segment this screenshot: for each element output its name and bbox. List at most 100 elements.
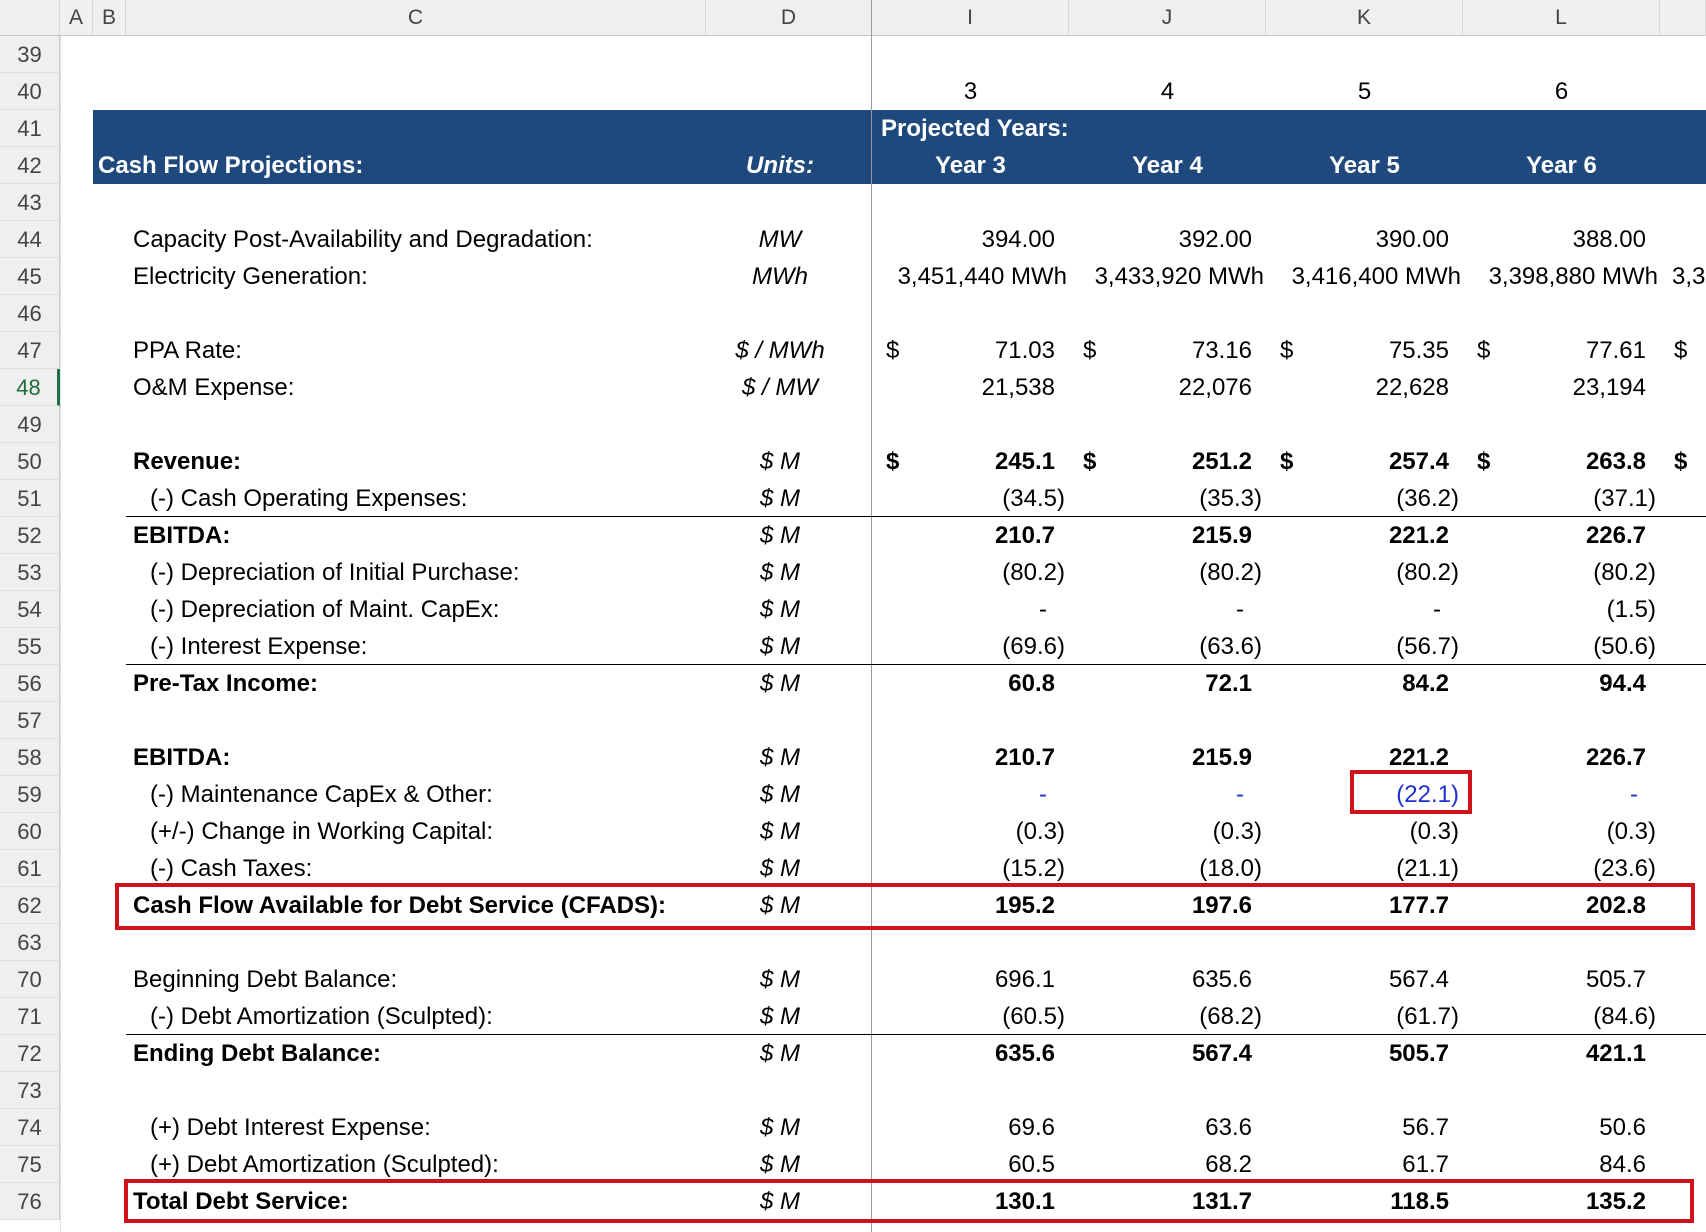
units-cell[interactable]: $ M xyxy=(759,522,800,549)
column-header-k[interactable]: K xyxy=(1266,0,1463,36)
row-label[interactable]: Cash Flow Available for Debt Service (CF… xyxy=(133,892,667,919)
period-number[interactable]: 3 xyxy=(963,78,978,105)
value-cell[interactable]: (0.3) xyxy=(1212,818,1262,845)
value-cell[interactable]: 567.4 xyxy=(1388,966,1449,993)
value-cell[interactable]: - xyxy=(1433,596,1441,623)
row-label[interactable]: (-) Cash Taxes: xyxy=(150,855,313,882)
value-cell[interactable]: (0.3) xyxy=(1015,818,1065,845)
value-cell[interactable]: 21,538 xyxy=(981,374,1055,401)
value-cell[interactable]: - xyxy=(1630,781,1638,808)
value-cell[interactable]: 202.8 xyxy=(1585,892,1646,919)
value-cell[interactable]: - xyxy=(1236,781,1244,808)
units-cell[interactable]: MW xyxy=(758,226,802,253)
value-cell[interactable]: (36.2) xyxy=(1396,485,1459,512)
row-header[interactable]: 39 xyxy=(0,36,60,73)
column-header-i[interactable]: I xyxy=(872,0,1069,36)
value-cell[interactable]: 394.00 xyxy=(981,226,1055,253)
row-header[interactable]: 71 xyxy=(0,998,60,1035)
value-cell[interactable]: 195.2 xyxy=(994,892,1055,919)
value-cell[interactable]: (61.7) xyxy=(1396,1003,1459,1030)
units-cell[interactable]: $ / MW xyxy=(742,374,818,401)
units-cell[interactable]: $ M xyxy=(759,1151,800,1178)
units-cell[interactable]: $ M xyxy=(759,966,800,993)
row-header[interactable]: 48 xyxy=(0,369,60,406)
value-cell[interactable]: 567.4 xyxy=(1191,1040,1252,1067)
column-header-b[interactable]: B xyxy=(93,0,126,36)
value-cell[interactable]: (18.0) xyxy=(1199,855,1262,882)
row-label[interactable]: EBITDA: xyxy=(133,522,231,549)
units-cell[interactable]: $ M xyxy=(759,1040,800,1067)
units-cell[interactable]: $ M xyxy=(759,559,800,586)
value-cell[interactable]: - xyxy=(1039,781,1047,808)
row-label[interactable]: PPA Rate: xyxy=(133,337,242,364)
value-cell[interactable]: 215.9 xyxy=(1191,522,1252,549)
units-cell[interactable]: $ M xyxy=(759,744,800,771)
value-cell[interactable]: 635.6 xyxy=(994,1040,1055,1067)
value-cell[interactable]: 69.6 xyxy=(1008,1114,1055,1141)
value-cell[interactable]: (63.6) xyxy=(1199,633,1262,660)
value-cell[interactable]: 257.4 xyxy=(1388,448,1449,475)
units-cell[interactable]: $ M xyxy=(759,633,800,660)
row-header[interactable]: 72 xyxy=(0,1035,60,1072)
value-cell[interactable]: 635.6 xyxy=(1191,966,1252,993)
row-header[interactable]: 44 xyxy=(0,221,60,258)
units-cell[interactable]: $ M xyxy=(759,485,800,512)
value-cell[interactable]: 215.9 xyxy=(1191,744,1252,771)
row-label[interactable]: (+/-) Change in Working Capital: xyxy=(150,818,494,845)
value-cell[interactable]: 130.1 xyxy=(994,1188,1055,1215)
value-cell[interactable]: 177.7 xyxy=(1388,892,1449,919)
value-cell[interactable]: (1.5) xyxy=(1606,596,1656,623)
value-cell[interactable]: 22,628 xyxy=(1375,374,1449,401)
row-label[interactable]: (+) Debt Amortization (Sculpted): xyxy=(150,1151,499,1178)
row-header[interactable]: 55 xyxy=(0,628,60,665)
row-header[interactable]: 42 xyxy=(0,147,60,184)
value-cell[interactable]: 23,194 xyxy=(1572,374,1646,401)
value-cell[interactable]: (34.5) xyxy=(1002,485,1065,512)
row-header[interactable]: 51 xyxy=(0,480,60,517)
value-cell[interactable]: 226.7 xyxy=(1585,744,1646,771)
value-cell[interactable]: 505.7 xyxy=(1388,1040,1449,1067)
row-label[interactable]: Ending Debt Balance: xyxy=(133,1040,382,1067)
row-label[interactable]: (-) Maintenance CapEx & Other: xyxy=(150,781,493,808)
value-cell[interactable]: 135.2 xyxy=(1585,1188,1646,1215)
value-cell[interactable]: 210.7 xyxy=(994,522,1055,549)
units-cell[interactable]: $ M xyxy=(759,596,800,623)
row-label[interactable]: Pre-Tax Income: xyxy=(133,670,318,697)
value-cell[interactable]: 71.03 xyxy=(994,337,1055,364)
row-label[interactable]: Beginning Debt Balance: xyxy=(133,966,398,993)
column-header-next[interactable] xyxy=(1660,0,1706,36)
value-cell[interactable]: 390.00 xyxy=(1375,226,1449,253)
value-cell[interactable]: 73.16 xyxy=(1191,337,1252,364)
value-cell[interactable]: 131.7 xyxy=(1191,1188,1252,1215)
row-label[interactable]: (-) Cash Operating Expenses: xyxy=(150,485,468,512)
row-header[interactable]: 50 xyxy=(0,443,60,480)
row-header[interactable]: 57 xyxy=(0,702,60,739)
value-cell[interactable]: (80.2) xyxy=(1199,559,1262,586)
value-cell[interactable]: (23.6) xyxy=(1593,855,1656,882)
value-cell[interactable]: 63.6 xyxy=(1205,1114,1252,1141)
value-cell[interactable]: (15.2) xyxy=(1002,855,1065,882)
row-header[interactable]: 61 xyxy=(0,850,60,887)
value-cell[interactable]: 77.61 xyxy=(1585,337,1646,364)
value-cell[interactable]: 392.00 xyxy=(1178,226,1252,253)
select-all-corner[interactable] xyxy=(0,0,60,36)
value-cell[interactable]: 84.6 xyxy=(1599,1151,1646,1178)
value-cell[interactable]: 94.4 xyxy=(1599,670,1646,697)
column-header-l[interactable]: L xyxy=(1463,0,1660,36)
value-cell[interactable]: 221.2 xyxy=(1388,744,1449,771)
row-label[interactable]: Total Debt Service: xyxy=(133,1188,349,1215)
row-label[interactable]: (-) Depreciation of Initial Purchase: xyxy=(150,559,520,586)
value-cell[interactable]: (37.1) xyxy=(1593,485,1656,512)
row-header[interactable]: 40 xyxy=(0,73,60,110)
value-cell[interactable]: (35.3) xyxy=(1199,485,1262,512)
value-cell[interactable]: (80.2) xyxy=(1396,559,1459,586)
row-label[interactable]: EBITDA: xyxy=(133,744,231,771)
value-cell[interactable]: 251.2 xyxy=(1191,448,1252,475)
row-label[interactable]: Capacity Post-Availability and Degradati… xyxy=(133,226,593,253)
value-cell[interactable]: 72.1 xyxy=(1205,670,1252,697)
row-header[interactable]: 54 xyxy=(0,591,60,628)
value-cell[interactable]: 421.1 xyxy=(1585,1040,1646,1067)
column-header-d[interactable]: D xyxy=(706,0,872,36)
row-header[interactable]: 45 xyxy=(0,258,60,295)
column-header-a[interactable]: A xyxy=(60,0,93,36)
